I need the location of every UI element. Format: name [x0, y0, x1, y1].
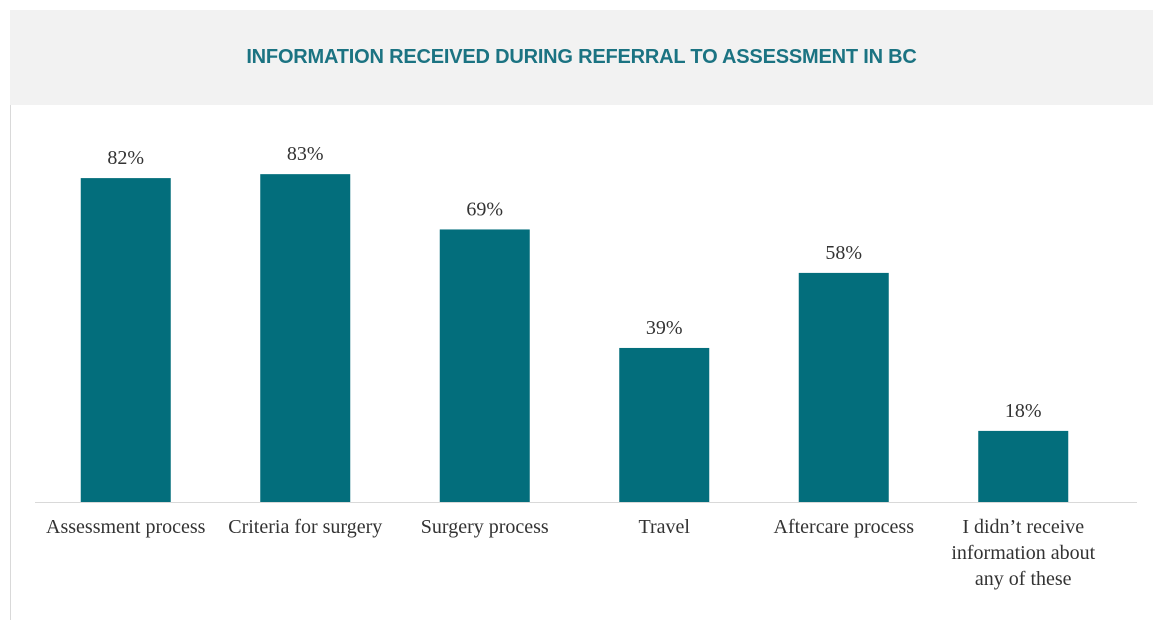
data-label: 58% [825, 242, 862, 264]
header: INFORMATION RECEIVED DURING REFERRAL TO … [10, 10, 1153, 105]
chart-title: INFORMATION RECEIVED DURING REFERRAL TO … [246, 46, 917, 68]
data-label: 39% [646, 317, 683, 339]
bar [439, 229, 530, 502]
frame-border [10, 105, 11, 620]
bar [260, 174, 351, 502]
bar [798, 272, 889, 502]
x-tick-label: Surgery process [420, 516, 549, 538]
data-label: 69% [466, 198, 503, 220]
data-label: 83% [287, 143, 324, 165]
bar [80, 178, 171, 502]
x-tick-label: Travel [638, 516, 690, 538]
x-tick-label: Assessment process [46, 516, 206, 538]
x-tick-label: I didn’t receive information about any o… [951, 516, 1096, 590]
x-tick-label: Aftercare process [773, 516, 914, 538]
x-tick-label: Criteria for surgery [228, 516, 383, 538]
bar [978, 430, 1069, 502]
data-label: 18% [1005, 400, 1042, 422]
bar [619, 347, 710, 502]
data-label: 82% [107, 147, 144, 169]
